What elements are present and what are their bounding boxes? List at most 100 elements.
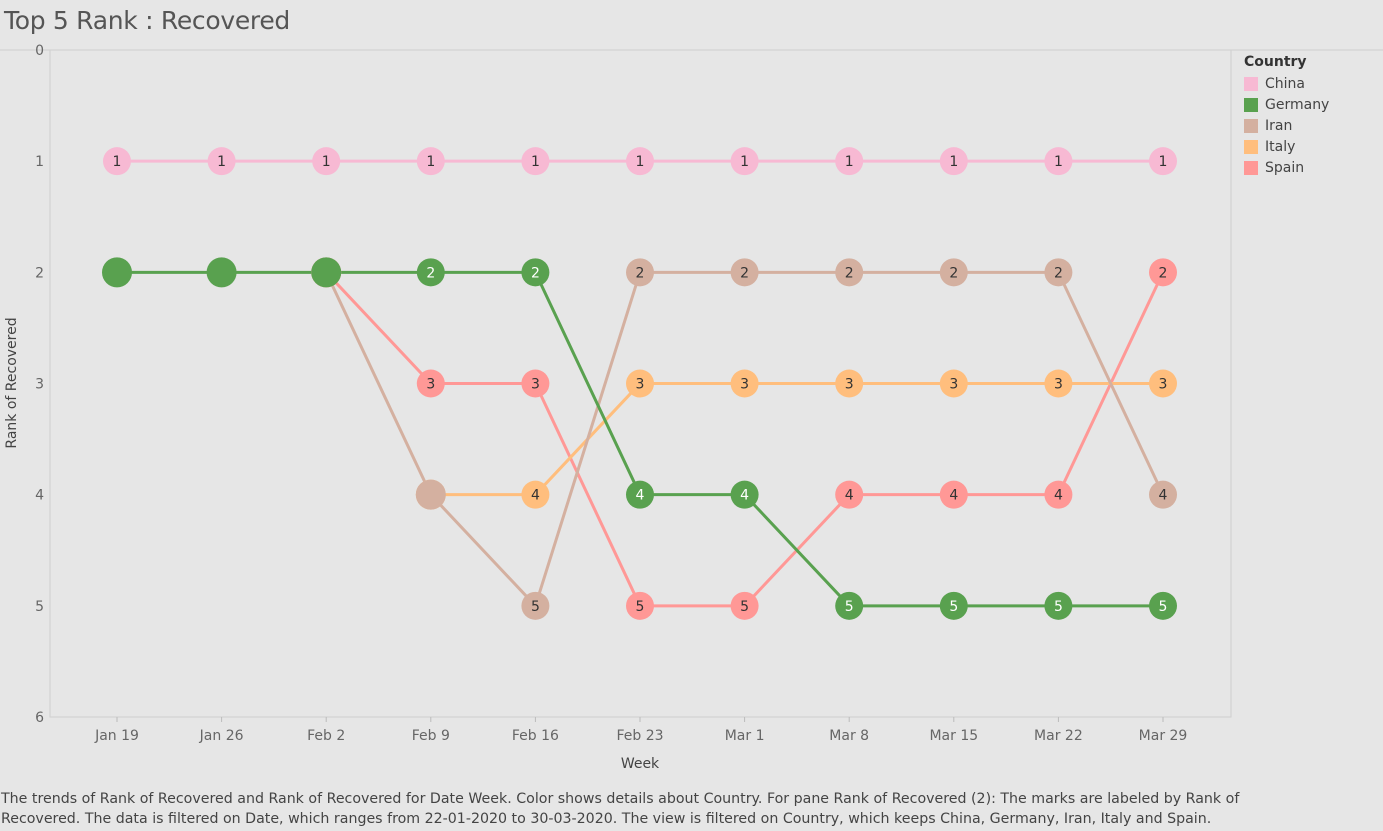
point-germany[interactable] xyxy=(311,257,342,288)
point-iran[interactable] xyxy=(521,591,550,620)
x-tick-label: Mar 22 xyxy=(1034,728,1083,744)
legend-title: Country xyxy=(1244,54,1307,70)
point-germany[interactable] xyxy=(416,258,445,287)
legend-item-spain[interactable]: Spain xyxy=(1244,157,1329,178)
y-tick-label: 0 xyxy=(35,43,44,59)
point-germany[interactable] xyxy=(626,480,654,509)
point-china[interactable] xyxy=(416,147,445,176)
y-tick-label: 4 xyxy=(35,488,44,504)
point-iran[interactable] xyxy=(1044,258,1073,287)
point-spain[interactable] xyxy=(835,480,864,509)
x-tick-label: Jan 19 xyxy=(94,728,139,744)
caption-line-1: The trends of Rank of Recovered and Rank… xyxy=(1,791,1240,807)
point-spain[interactable] xyxy=(939,480,968,509)
point-china[interactable] xyxy=(521,147,550,176)
point-china[interactable] xyxy=(626,147,654,176)
point-label: 2 xyxy=(531,265,540,281)
point-iran[interactable] xyxy=(835,258,864,287)
point-italy[interactable] xyxy=(626,369,654,398)
point-label: 3 xyxy=(426,377,435,393)
point-label: 1 xyxy=(636,154,645,170)
point-spain[interactable] xyxy=(730,591,759,620)
x-tick-label: Mar 15 xyxy=(929,728,978,744)
point-germany[interactable] xyxy=(939,591,968,620)
point-china[interactable] xyxy=(312,147,341,176)
point-iran[interactable] xyxy=(730,258,759,287)
point-label: 3 xyxy=(531,377,540,393)
point-label: 4 xyxy=(636,488,645,504)
legend-swatch xyxy=(1244,97,1258,112)
point-iran[interactable] xyxy=(1149,480,1177,509)
point-label: 1 xyxy=(1054,154,1063,170)
point-label: 1 xyxy=(740,154,749,170)
point-germany[interactable] xyxy=(521,258,550,287)
legend: Country China Germany Iran Italy Spain xyxy=(1244,54,1329,178)
point-label: 1 xyxy=(949,154,958,170)
point-china[interactable] xyxy=(730,147,759,176)
x-tick-label: Feb 16 xyxy=(512,728,559,744)
point-italy[interactable] xyxy=(1044,369,1073,398)
point-spain[interactable] xyxy=(521,369,550,398)
point-label: 2 xyxy=(1054,265,1063,281)
point-italy[interactable] xyxy=(730,369,759,398)
legend-label: Germany xyxy=(1265,96,1330,113)
point-label: 3 xyxy=(845,377,854,393)
point-label: 5 xyxy=(1054,599,1063,615)
legend-swatch xyxy=(1244,160,1258,175)
point-china[interactable] xyxy=(207,147,236,176)
legend-item-germany[interactable]: Germany xyxy=(1244,94,1329,115)
legend-swatch xyxy=(1244,118,1258,133)
point-label: 4 xyxy=(1054,488,1063,504)
legend-swatch xyxy=(1244,76,1258,91)
point-iran[interactable] xyxy=(626,258,654,287)
point-germany[interactable] xyxy=(1149,591,1177,620)
point-germany[interactable] xyxy=(206,257,237,288)
legend-item-china[interactable]: China xyxy=(1244,73,1329,94)
point-germany[interactable] xyxy=(730,480,759,509)
point-spain[interactable] xyxy=(1149,258,1177,287)
y-tick-label: 1 xyxy=(35,154,44,170)
legend-label: Iran xyxy=(1265,117,1293,134)
point-label: 3 xyxy=(636,377,645,393)
point-germany[interactable] xyxy=(102,257,132,288)
legend-item-iran[interactable]: Iran xyxy=(1244,115,1329,136)
point-label: 3 xyxy=(1159,377,1168,393)
x-tick-label: Mar 8 xyxy=(829,728,869,744)
y-tick-label: 6 xyxy=(35,710,44,726)
point-label: 4 xyxy=(845,488,854,504)
point-label: 4 xyxy=(1159,488,1168,504)
x-tick-label: Mar 1 xyxy=(725,728,765,744)
point-label: 1 xyxy=(322,154,331,170)
point-spain[interactable] xyxy=(416,369,445,398)
point-china[interactable] xyxy=(1149,147,1177,176)
point-iran[interactable] xyxy=(415,479,446,510)
point-label: 5 xyxy=(531,599,540,615)
point-china[interactable] xyxy=(103,147,131,176)
point-label: 2 xyxy=(949,265,958,281)
legend-label: Spain xyxy=(1265,159,1305,176)
x-tick-label: Jan 26 xyxy=(199,728,244,744)
point-italy[interactable] xyxy=(1149,369,1177,398)
point-label: 5 xyxy=(1159,599,1168,615)
legend-item-italy[interactable]: Italy xyxy=(1244,136,1329,157)
point-italy[interactable] xyxy=(835,369,864,398)
point-spain[interactable] xyxy=(1044,480,1073,509)
point-china[interactable] xyxy=(835,147,864,176)
point-china[interactable] xyxy=(1044,147,1073,176)
point-germany[interactable] xyxy=(835,591,864,620)
chart-caption: The trends of Rank of Recovered and Rank… xyxy=(1,789,1241,829)
y-tick-label: 3 xyxy=(35,377,44,393)
point-label: 4 xyxy=(531,488,540,504)
point-label: 3 xyxy=(740,377,749,393)
point-china[interactable] xyxy=(939,147,968,176)
point-germany[interactable] xyxy=(1044,591,1073,620)
point-italy[interactable] xyxy=(939,369,968,398)
point-label: 1 xyxy=(113,154,122,170)
point-spain[interactable] xyxy=(626,591,654,620)
x-axis-label: Week xyxy=(621,756,660,772)
point-iran[interactable] xyxy=(939,258,968,287)
point-label: 1 xyxy=(426,154,435,170)
point-italy[interactable] xyxy=(521,480,550,509)
chart-title: Top 5 Rank : Recovered xyxy=(4,6,290,35)
